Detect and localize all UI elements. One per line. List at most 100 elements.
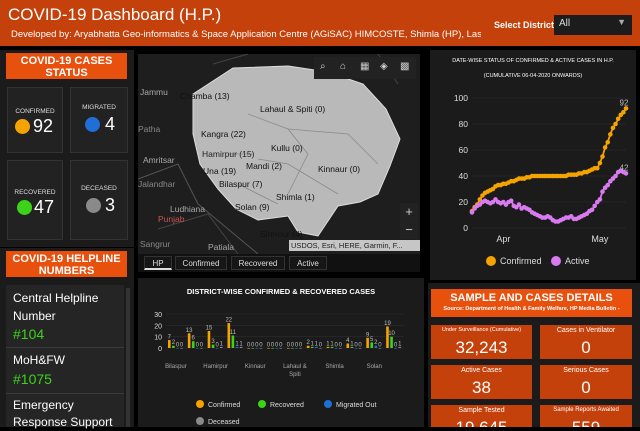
bar-data-label: 0 — [200, 343, 204, 349]
legend-label: Migrated Out — [336, 402, 377, 409]
bar — [231, 335, 235, 348]
bar-data-label: 15 — [206, 326, 213, 332]
bar-data-label: 1 — [239, 341, 243, 347]
bar — [306, 345, 310, 348]
y-tick-label: 80 — [459, 119, 469, 129]
bar — [255, 348, 259, 349]
bar — [279, 348, 283, 349]
qr-code-icon[interactable]: ▩ — [400, 61, 410, 72]
sample-details-heading: SAMPLE AND CASES DETAILS — [450, 292, 613, 304]
grid-icon[interactable]: ▦ — [360, 61, 370, 72]
bar-data-label: 5 — [370, 337, 374, 343]
map-label-sirmour: Sirmour (4) — [260, 229, 303, 239]
select-district-label: Select District — [494, 20, 555, 30]
bar — [180, 348, 183, 349]
bar-data-label: 1 — [326, 341, 330, 347]
y-tick-label: 0 — [158, 346, 162, 353]
x-tick-label: May — [591, 234, 609, 244]
tab-active[interactable]: Active — [289, 256, 327, 270]
helpline-item-number[interactable]: #1075 — [13, 371, 52, 387]
legend-active-label: Active — [565, 256, 590, 266]
confirmed-label: CONFIRMED — [15, 108, 55, 115]
map-place-punjab: Punjab — [158, 214, 185, 224]
bar-data-label: 0 — [279, 343, 283, 349]
map-label-kullu: Kullu (0) — [271, 143, 303, 153]
bar-data-label: 1 — [330, 341, 334, 347]
data-point-active — [592, 203, 597, 209]
bar — [239, 346, 243, 348]
bar — [319, 348, 322, 349]
layers-icon[interactable]: ◈ — [380, 61, 388, 72]
bar — [334, 348, 338, 349]
tab-recovered[interactable]: Recovered — [231, 256, 285, 270]
bar — [315, 346, 318, 348]
bar — [310, 346, 314, 348]
bar — [326, 346, 330, 348]
bar — [275, 348, 278, 349]
data-point-confirmed — [623, 106, 629, 111]
bar-data-label: 11 — [230, 330, 237, 336]
bar — [295, 348, 298, 349]
map-place-jammu: Jammu — [140, 87, 168, 97]
district-map[interactable]: Chamba (13) Lahaul & Spiti (0) Kangra (2… — [138, 54, 420, 254]
migrated-dot-icon — [85, 117, 100, 132]
ventilator-card: Cases in Ventilator 0 — [540, 325, 632, 359]
data-point-active — [589, 207, 595, 213]
bar — [251, 348, 255, 349]
y-tick-label: 100 — [454, 93, 468, 103]
x-tick-label: Kinnaur — [245, 364, 266, 370]
bar — [358, 348, 362, 349]
zoom-in-button[interactable]: + — [405, 204, 413, 219]
home-icon[interactable]: ⌂ — [340, 61, 347, 72]
ventilator-value: 0 — [581, 338, 591, 357]
zoom-out-button[interactable]: − — [405, 222, 413, 237]
map-label-chamba: Chamba (13) — [180, 91, 230, 101]
bar — [215, 348, 219, 349]
legend-confirmed-label: Confirmed — [500, 256, 542, 266]
reports-awaited-value: 559 — [540, 418, 632, 427]
bar-data-label: 1 — [315, 341, 319, 347]
series-line-active — [471, 169, 627, 223]
tab-confirmed[interactable]: Confirmed — [175, 256, 227, 270]
district-select[interactable]: All ▼ — [554, 15, 632, 35]
map-label-kinnaur: Kinnaur (0) — [318, 164, 361, 174]
bar — [350, 346, 354, 348]
cases-status-heading: COVID-19 CASES STATUS — [6, 53, 127, 79]
helpline-heading: COVID-19 HELPLINE NUMBERS — [6, 251, 127, 277]
bar-data-label: 0 — [287, 343, 291, 349]
serious-cases-card: Serious Cases 0 — [540, 365, 632, 399]
bar-data-label: 0 — [394, 343, 398, 349]
line-chart: DATE-WISE STATUS OF CONFIRMED & ACTIVE C… — [452, 58, 629, 266]
bar — [398, 346, 402, 348]
legend-active-icon — [551, 256, 561, 266]
map-label-hamirpur: Hamirpur (15) — [202, 149, 255, 159]
x-tick-label: Shimla — [325, 364, 344, 370]
helpline-scrollbar[interactable] — [126, 288, 130, 427]
bar — [235, 346, 239, 348]
bar-data-label: 0 — [251, 343, 255, 349]
legend-icon — [258, 400, 266, 408]
bar — [299, 348, 302, 349]
bar-data-label: 10 — [388, 331, 395, 337]
map-label-mandi: Mandi (2) — [246, 161, 282, 171]
bar — [191, 341, 195, 348]
tab-hp[interactable]: HP — [144, 256, 172, 270]
line-chart-subtitle: (CUMULATIVE 06-04-2020 ONWARDS) — [484, 73, 583, 79]
search-icon[interactable]: ⌕ — [320, 61, 326, 72]
legend-icon — [196, 417, 204, 425]
bar-chart: DISTRICT-WISE CONFIRMED & RECOVERED CASE… — [154, 287, 404, 426]
helpline-item-number[interactable]: #104 — [13, 326, 45, 342]
bar — [378, 348, 382, 349]
helpline-item-name: Emergency Response Support — [13, 398, 113, 429]
bar-data-label: 0 — [176, 343, 180, 349]
bar — [172, 345, 175, 348]
data-point-confirmed — [615, 116, 621, 122]
bar-data-label: 0 — [259, 343, 263, 349]
map-place-patha: Patha — [138, 124, 161, 134]
y-tick-label: 20 — [459, 197, 469, 207]
recovered-value: 47 — [34, 197, 55, 217]
bar-chart-title: DISTRICT-WISE CONFIRMED & RECOVERED CASE… — [187, 287, 375, 296]
bar — [196, 348, 199, 349]
line-chart-panel — [430, 50, 636, 280]
helpline-item-name: Central Helpline Number — [13, 291, 99, 323]
